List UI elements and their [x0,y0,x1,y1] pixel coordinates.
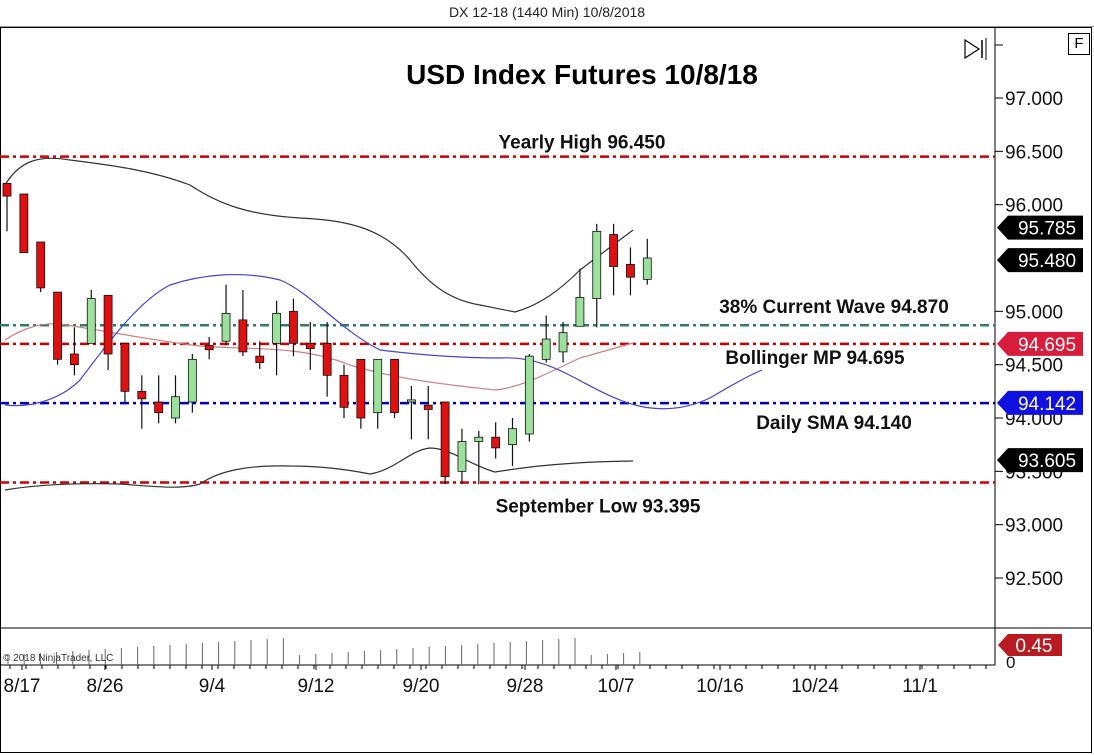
bollinger-midline [4,323,634,391]
candle-up[interactable] [171,396,180,419]
level-label: September Low 93.395 [496,497,701,518]
bollinger-mid-marker [997,331,1083,356]
level-label: Bollinger MP 94.695 [725,348,905,369]
x-tick-label: 9/28 [507,676,544,697]
candle-down[interactable] [440,401,450,478]
candle-down[interactable] [339,374,349,408]
y-tick-label: 94.500 [1005,356,1063,377]
upper-bollinger-marker-label: 95.785 [1018,219,1076,240]
candle-down[interactable] [356,358,366,419]
x-tick-label: 9/20 [403,676,440,697]
volume-zero-label: 0 [1006,653,1015,672]
candle-down[interactable] [322,342,332,376]
candle-up[interactable] [474,436,484,442]
f-button[interactable]: F [1068,33,1090,55]
candle-down[interactable] [103,294,113,355]
candle-down[interactable] [626,264,635,278]
candle-down[interactable] [53,291,62,360]
x-tick-label: 10/7 [598,676,635,697]
candle-up[interactable] [575,297,585,327]
y-tick-label: 95.000 [1005,302,1063,323]
candle-up[interactable] [187,358,197,403]
candle-up[interactable] [221,313,231,342]
candle-down[interactable] [255,355,265,363]
candle-up[interactable] [272,313,282,344]
candle-up[interactable] [406,399,416,403]
candle-down[interactable] [154,401,164,414]
x-tick-label: 9/4 [199,676,226,697]
candle-down[interactable] [204,345,214,351]
sma-marker [997,390,1083,415]
level-label: 38% Current Wave 94.870 [719,297,949,318]
candle-up[interactable] [642,257,652,280]
x-tick-label: 10/16 [696,676,744,697]
y-tick-label: 92.500 [1005,569,1063,590]
level-label: Yearly High 96.450 [499,133,666,154]
last-price-marker-label: 95.480 [1018,251,1076,272]
candle-down[interactable] [238,319,248,353]
candle-down[interactable] [36,241,46,289]
candle-up[interactable] [457,441,467,472]
candle-down[interactable] [491,436,501,449]
lower-bollinger-band [4,447,634,491]
candle-up[interactable] [558,332,568,353]
window-title: DX 12-18 (1440 Min) 10/8/2018 [448,4,646,20]
skip-to-end-icon[interactable] [964,38,981,60]
candle-down[interactable] [289,310,298,344]
upper-bollinger-marker [997,215,1083,240]
title-separator [0,26,1094,27]
chart-frame [0,27,1092,753]
level-label: Daily SMA 94.140 [756,413,912,434]
y-tick-label: 96.000 [1005,196,1063,217]
candle-down[interactable] [305,342,315,350]
x-tick-label: 9/12 [298,676,335,697]
candle-down[interactable] [70,353,79,366]
volume-marker-label: 0.45 [1016,636,1053,657]
candle-up[interactable] [86,298,96,344]
candle-down[interactable] [609,234,618,267]
candle-down[interactable] [423,404,433,410]
volume-marker [998,634,1062,656]
candle-up[interactable] [508,428,517,446]
x-tick-label: 10/24 [791,676,839,697]
y-tick-label: 97.000 [1005,89,1063,110]
candle-down[interactable] [390,358,399,414]
candle-down[interactable] [137,390,147,400]
chart-title: USD Index Futures 10/8/18 [406,59,758,90]
x-tick-label: 8/26 [87,676,124,697]
x-tick-label: 8/17 [4,676,41,697]
copyright-text: © 2018 NinjaTrader, LLC [3,653,114,664]
candle-up[interactable] [592,230,602,299]
candle-down[interactable] [120,342,130,392]
candle-down[interactable] [19,193,29,254]
last-price-marker [997,248,1083,273]
y-tick-label: 93.000 [1005,516,1063,537]
candle-up[interactable] [373,358,383,414]
candle-down[interactable] [2,182,12,197]
y-tick-label: 96.500 [1005,142,1063,163]
sma-marker-label: 94.142 [1018,394,1076,415]
bollinger-mid-marker-label: 94.695 [1018,335,1076,356]
upper-bollinger-band [4,157,634,313]
candle-up[interactable] [524,355,534,435]
lower-bollinger-marker-label: 93.605 [1018,451,1076,472]
sma-curve [4,273,763,410]
lower-bollinger-marker [997,448,1083,473]
x-tick-label: 11/1 [902,676,938,697]
candle-up[interactable] [541,338,551,360]
